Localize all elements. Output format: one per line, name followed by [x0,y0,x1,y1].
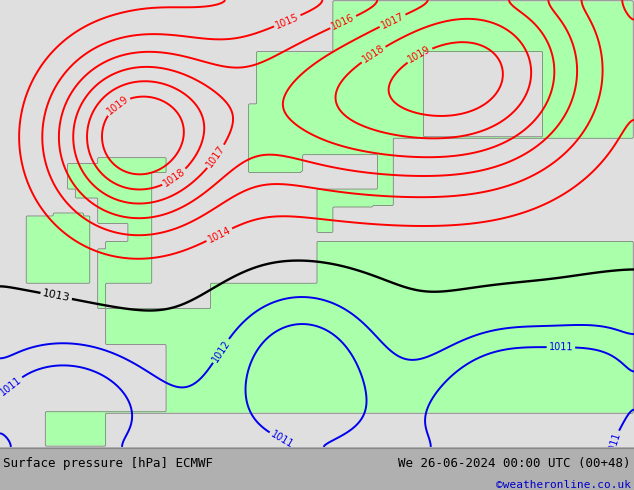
Text: 1017: 1017 [205,144,228,170]
Text: 1011: 1011 [0,375,24,398]
Text: 1011: 1011 [269,429,295,450]
Text: 1011: 1011 [548,342,573,352]
Text: 1015: 1015 [274,11,301,30]
Text: 1019: 1019 [105,94,131,117]
Text: 1018: 1018 [162,167,188,189]
Text: 1017: 1017 [379,11,406,30]
Text: ©weatheronline.co.uk: ©weatheronline.co.uk [496,480,631,490]
Text: 1014: 1014 [206,225,233,245]
Text: 1013: 1013 [41,288,71,303]
Text: 1012: 1012 [210,338,232,364]
Text: 1018: 1018 [360,44,386,65]
Text: 1019: 1019 [406,45,432,65]
Text: 1016: 1016 [330,12,356,32]
Text: 1011: 1011 [605,431,623,457]
Text: Surface pressure [hPa] ECMWF: Surface pressure [hPa] ECMWF [3,457,213,470]
Text: We 26-06-2024 00:00 UTC (00+48): We 26-06-2024 00:00 UTC (00+48) [398,457,631,470]
